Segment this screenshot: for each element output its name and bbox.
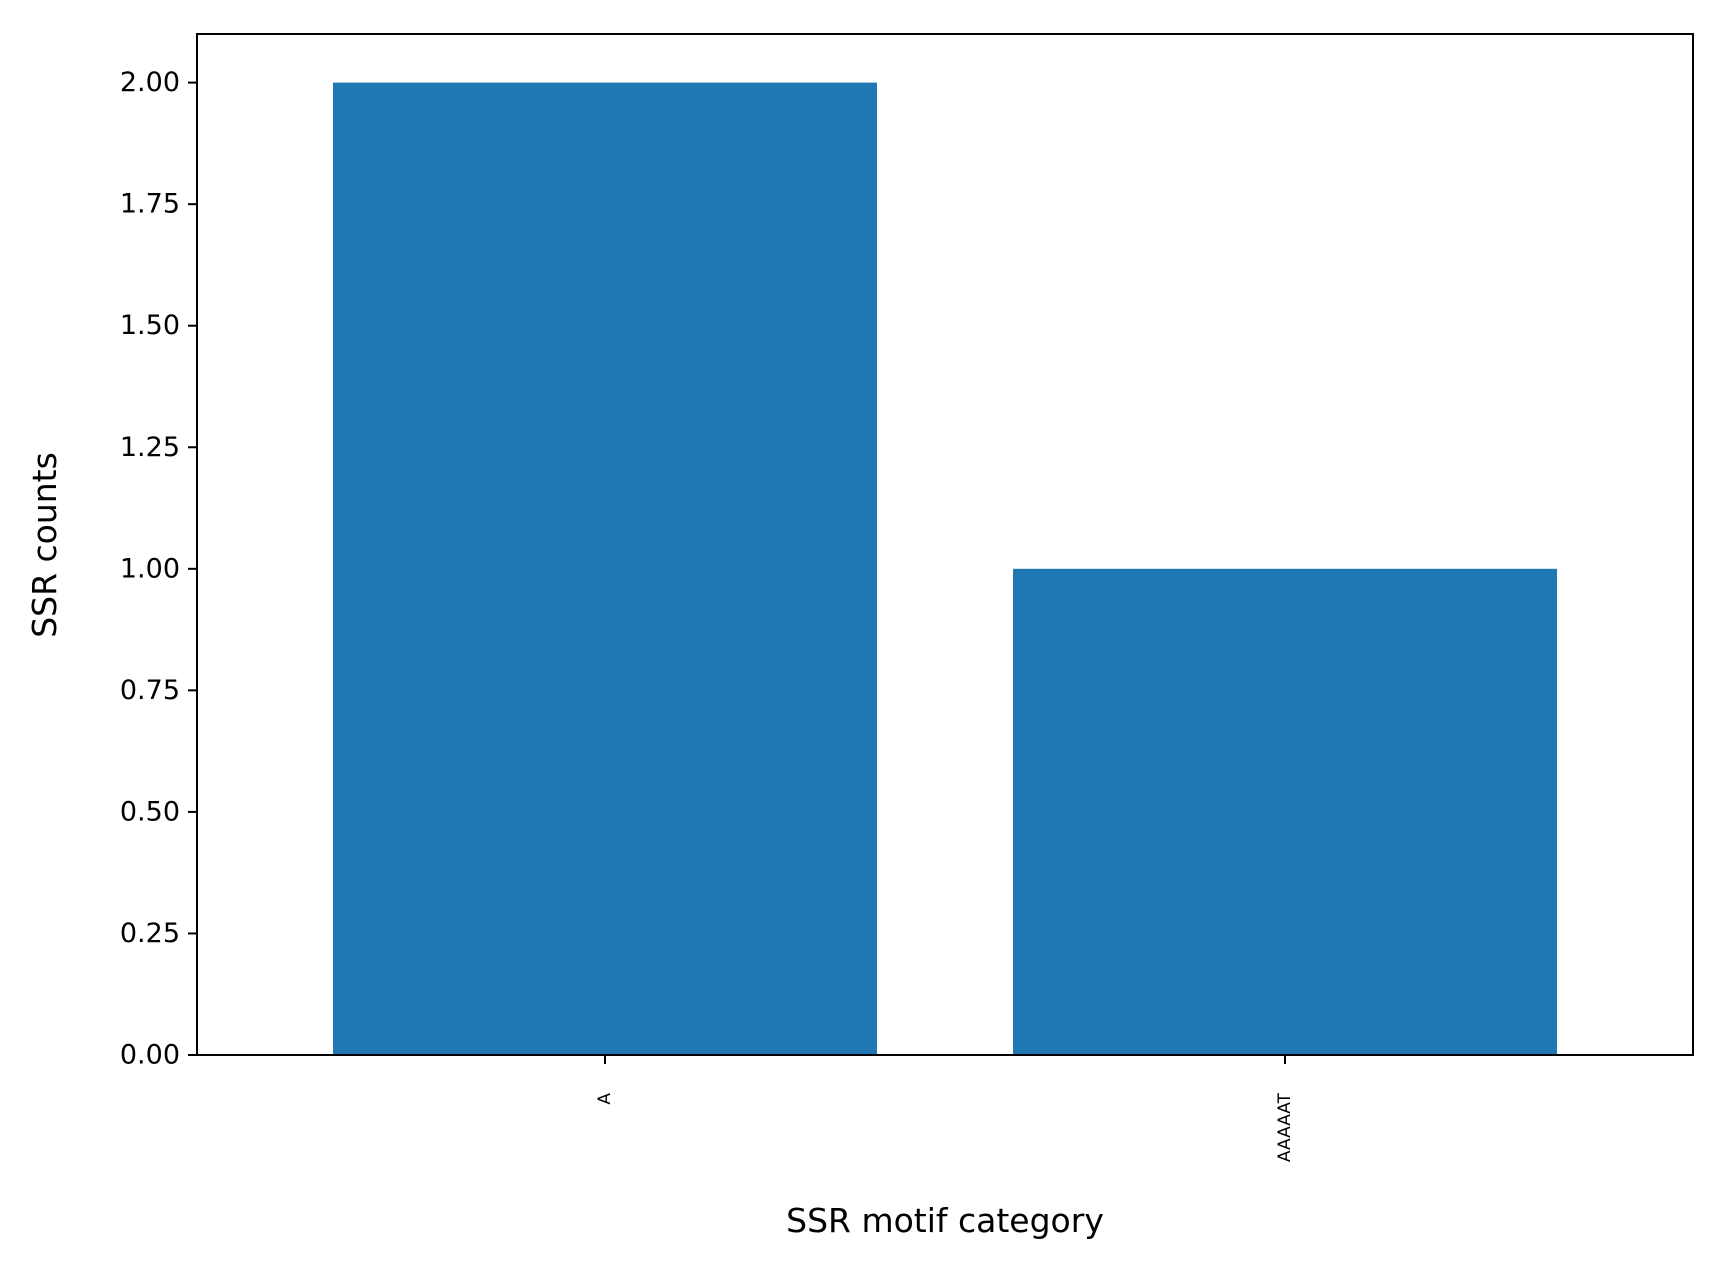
y-tick-label: 1.75 bbox=[120, 189, 180, 220]
y-tick-label: 0.50 bbox=[120, 796, 180, 827]
y-tick-label: 2.00 bbox=[120, 67, 180, 98]
y-tick-label: 1.50 bbox=[120, 310, 180, 341]
y-tick-label: 0.00 bbox=[120, 1040, 180, 1071]
y-axis: 0.00 0.25 0.50 0.75 1.00 1.25 1.50 1.75 2.00 bbox=[120, 67, 197, 1071]
x-axis: A AAAAAT bbox=[595, 1055, 1295, 1162]
y-tick-label: 1.00 bbox=[120, 553, 180, 584]
y-tick-label: 0.75 bbox=[120, 675, 180, 706]
x-tick-label: AAAAAT bbox=[1275, 1092, 1295, 1162]
plot-frame bbox=[196, 33, 1694, 1056]
bar-A bbox=[333, 82, 877, 1056]
y-tick-label: 1.25 bbox=[120, 432, 180, 463]
y-axis-label: SSR counts bbox=[25, 452, 64, 638]
y-tick-label: 0.25 bbox=[120, 918, 180, 949]
bar-AAAAAT bbox=[1013, 568, 1557, 1055]
bars-group bbox=[333, 82, 1557, 1056]
x-tick-label: A bbox=[595, 1093, 615, 1105]
x-axis-label: SSR motif category bbox=[786, 1201, 1104, 1240]
